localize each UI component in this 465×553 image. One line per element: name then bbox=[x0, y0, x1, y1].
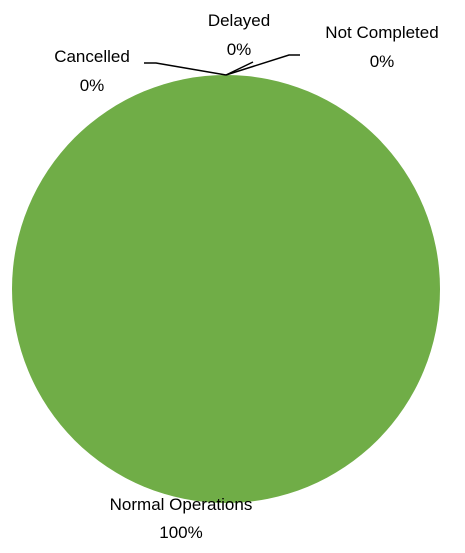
data-label-normal-operations-name: Normal Operations bbox=[110, 495, 253, 514]
data-label-delayed-name: Delayed bbox=[208, 11, 270, 30]
data-label-cancelled-value: 0% bbox=[80, 76, 105, 95]
pie-slice-normal-operations bbox=[12, 75, 440, 503]
leader-line-not-completed bbox=[225, 54, 300, 76]
data-label-cancelled-name: Cancelled bbox=[54, 47, 130, 66]
data-label-delayed-value: 0% bbox=[227, 40, 252, 59]
data-label-not-completed-name: Not Completed bbox=[325, 23, 438, 42]
data-label-normal-operations-value: 100% bbox=[159, 523, 202, 542]
leader-lines bbox=[144, 54, 300, 76]
data-labels: Normal Operations 100% Cancelled 0% Delayed 0… bbox=[54, 11, 439, 542]
data-label-not-completed-value: 0% bbox=[370, 52, 395, 71]
leader-line-cancelled bbox=[144, 62, 227, 76]
pie-slices bbox=[12, 75, 440, 503]
